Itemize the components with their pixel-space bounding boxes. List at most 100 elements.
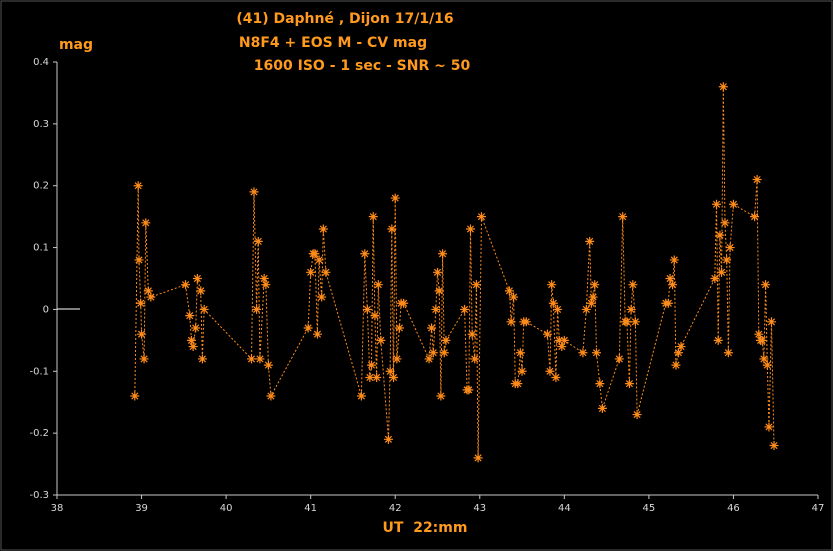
data-point [671, 360, 681, 370]
data-point [438, 249, 448, 259]
data-point [581, 304, 591, 314]
data-point [431, 304, 441, 314]
x-tick-label: 43 [473, 503, 486, 514]
data-point [622, 317, 632, 327]
data-point [517, 366, 527, 376]
data-point [509, 292, 519, 302]
x-tick-label: 44 [558, 503, 571, 514]
data-point [588, 292, 598, 302]
data-point [141, 218, 151, 228]
y-tick-label: 0 [43, 304, 49, 315]
data-point [387, 224, 397, 234]
data-point [676, 342, 686, 352]
data-point [255, 354, 265, 364]
y-tick-label: -0.3 [29, 490, 49, 501]
data-point [728, 199, 738, 209]
data-point [130, 391, 140, 401]
data-point [618, 212, 628, 222]
data-point [303, 323, 313, 333]
data-point [713, 335, 723, 345]
data-point [718, 82, 728, 92]
y-tick-label: -0.1 [29, 366, 49, 377]
data-point [761, 280, 771, 290]
x-tick-label: 40 [220, 503, 233, 514]
data-point [186, 335, 196, 345]
y-axis-label: mag [59, 37, 93, 53]
y-tick-label: -0.2 [29, 428, 49, 439]
data-point [261, 280, 271, 290]
data-point [246, 354, 256, 364]
data-point [136, 298, 146, 308]
data-point [624, 379, 634, 389]
data-point [134, 255, 144, 265]
data-point [441, 335, 451, 345]
data-point [557, 342, 567, 352]
data-point [559, 335, 569, 345]
data-point [506, 317, 516, 327]
data-point [769, 441, 779, 451]
x-tick-label: 42 [389, 503, 402, 514]
data-point [383, 434, 393, 444]
data-point [188, 342, 198, 352]
data-point [630, 317, 640, 327]
data-point [712, 199, 722, 209]
data-point [394, 323, 404, 333]
data-point [424, 354, 434, 364]
data-point [591, 348, 601, 358]
data-point [551, 372, 561, 382]
x-tick-label: 46 [727, 503, 740, 514]
data-point [632, 410, 642, 420]
data-point [439, 348, 449, 358]
data-point [626, 304, 636, 314]
data-point [725, 243, 735, 253]
data-point [436, 391, 446, 401]
x-tick-label: 45 [643, 503, 656, 514]
data-point [321, 267, 331, 277]
data-point [181, 280, 191, 290]
data-point [399, 298, 409, 308]
data-point [139, 354, 149, 364]
data-point [252, 304, 262, 314]
data-point [759, 354, 769, 364]
data-point [710, 274, 720, 283]
data-point [263, 360, 273, 370]
data-point [752, 175, 762, 185]
data-point [317, 292, 327, 302]
data-point [191, 323, 201, 333]
data-point [553, 304, 563, 314]
data-point [249, 187, 259, 197]
data-point [427, 323, 437, 333]
data-point [722, 255, 732, 265]
data-point [762, 360, 772, 370]
data-point [373, 280, 383, 290]
y-tick-label: 0.1 [33, 243, 49, 254]
data-point [428, 348, 438, 358]
chart-title: (41) Daphné , Dijon 17/1/16 [236, 11, 453, 27]
x-tick-label: 39 [135, 503, 148, 514]
data-point [365, 372, 375, 382]
data-point [133, 181, 143, 191]
data-point [385, 366, 395, 376]
data-point [668, 280, 678, 290]
data-point [199, 304, 209, 314]
data-point [586, 298, 596, 308]
data-point [515, 348, 525, 358]
data-point [720, 218, 730, 228]
data-point [253, 236, 263, 246]
data-point [673, 348, 683, 358]
data-point [590, 280, 600, 290]
data-point [545, 366, 555, 376]
data-point [360, 249, 370, 259]
data-point [266, 391, 276, 401]
chart-subtitle: N8F4 + EOS M - CV mag [239, 35, 427, 51]
data-point [192, 274, 202, 283]
data-point [669, 255, 679, 265]
data-point [314, 255, 324, 265]
x-axis-label: UT 22:mm [383, 520, 468, 536]
data-point [597, 403, 607, 413]
data-point [146, 292, 156, 302]
y-tick-label: 0.4 [33, 57, 49, 68]
x-tick-label: 41 [304, 503, 317, 514]
chart-subtitle: 1600 ISO - 1 sec - SNR ~ 50 [254, 58, 471, 74]
